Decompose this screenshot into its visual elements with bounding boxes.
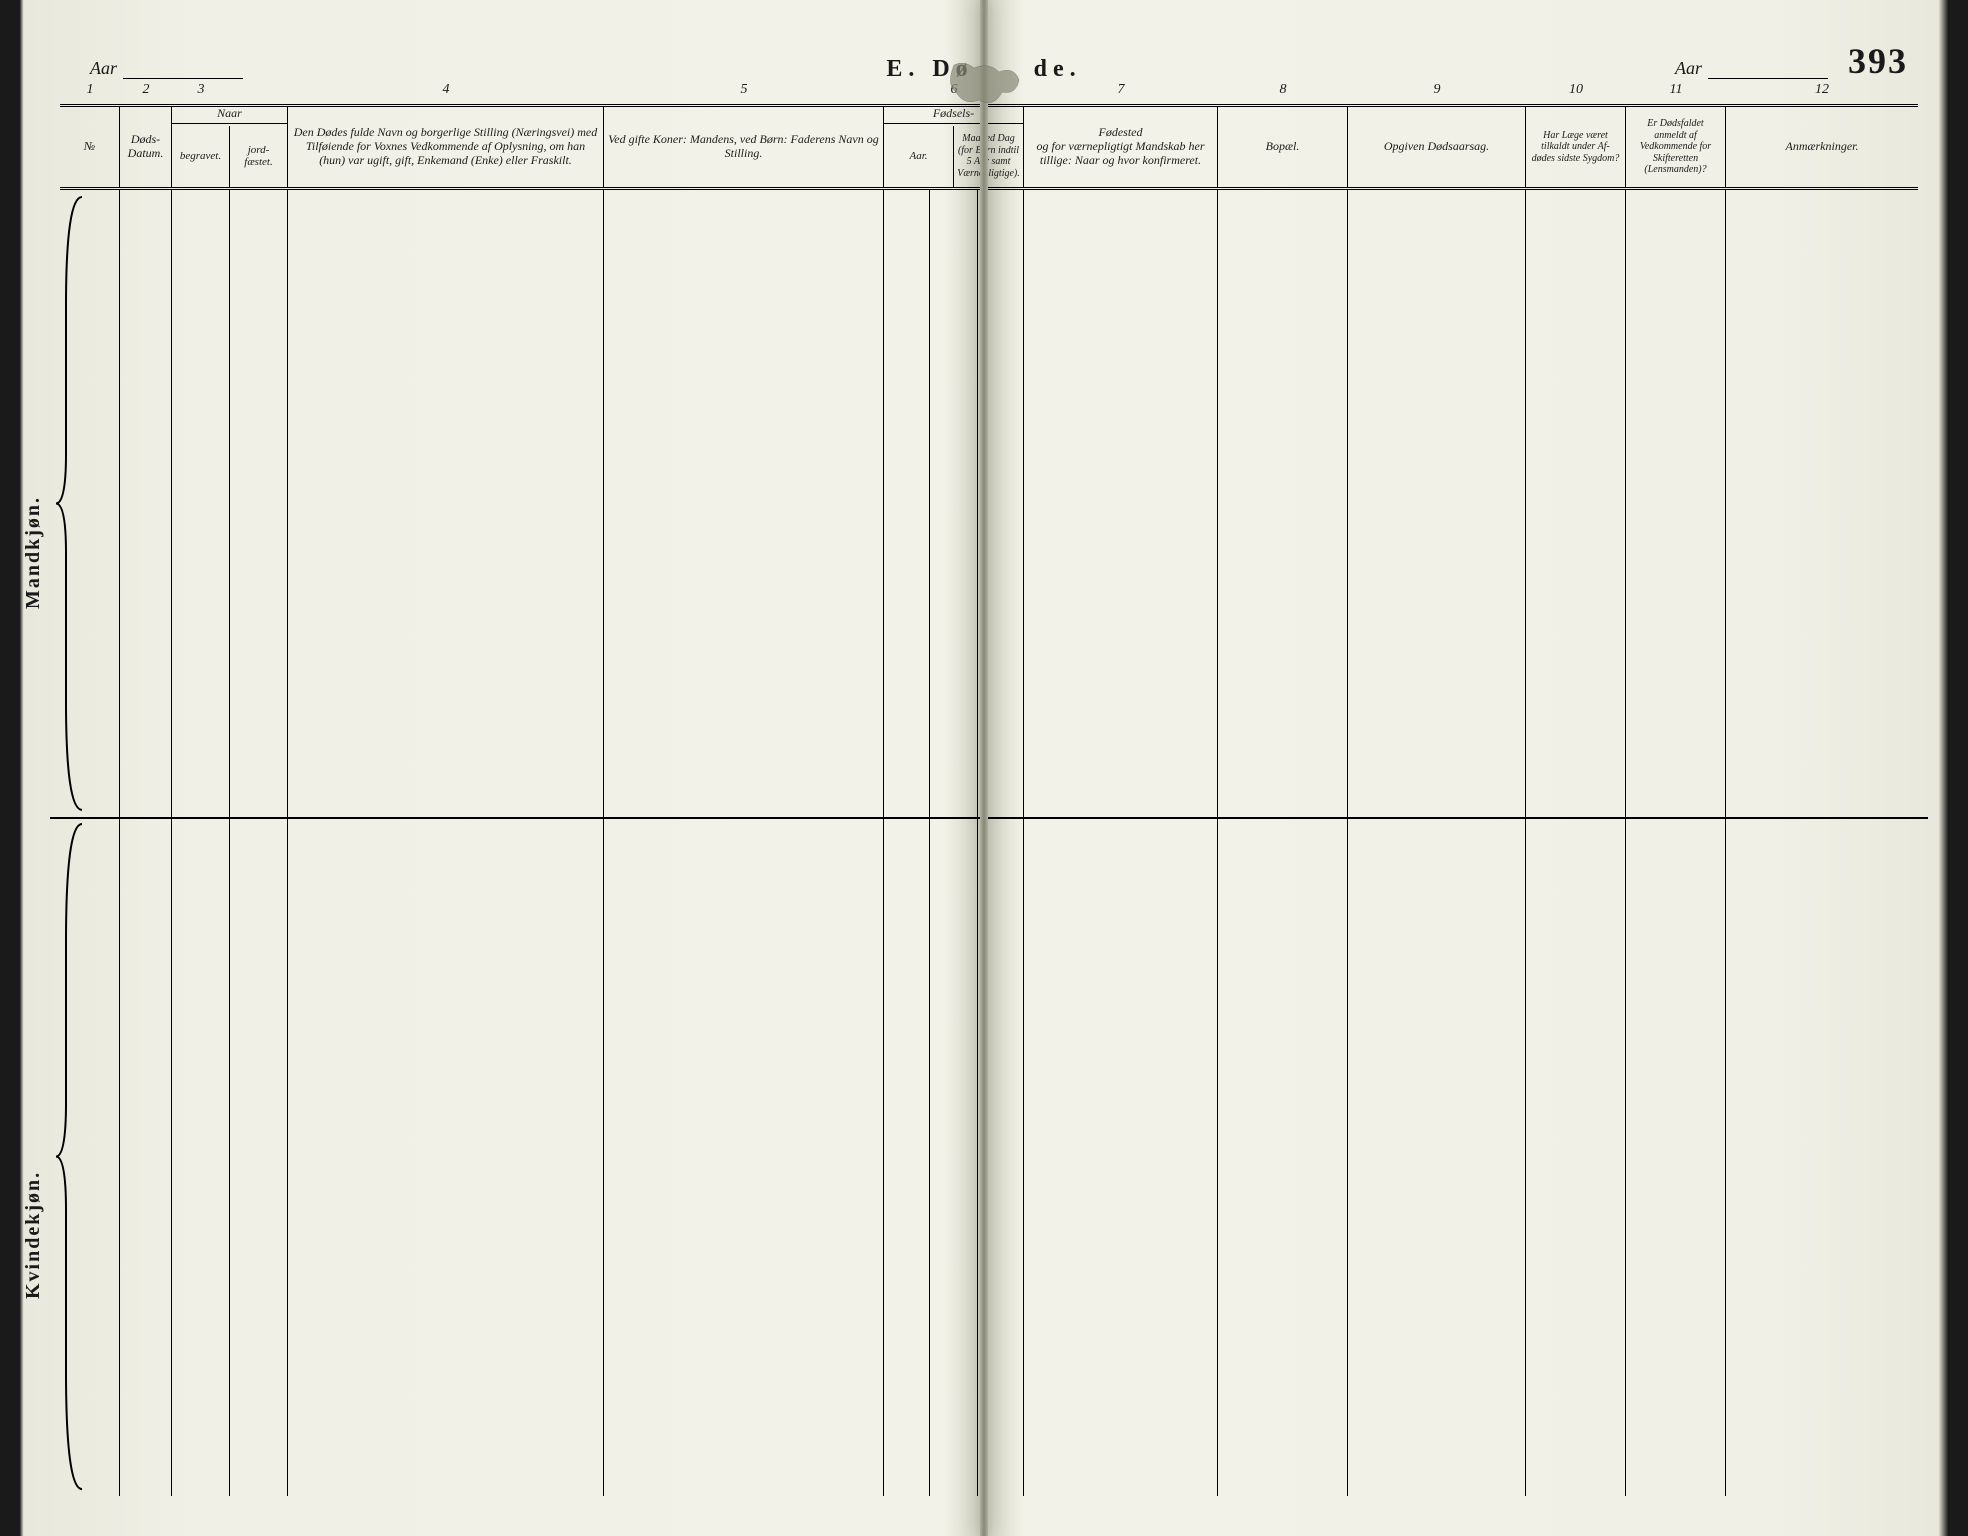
- col-header-residence: Bopæl.: [1218, 107, 1348, 187]
- page-number: 393: [1848, 40, 1908, 82]
- header-text: Har Læge været tilkaldt under Af-dødes s…: [1530, 130, 1621, 165]
- col-header-relation: Ved gifte Koner: Mandens, ved Børn: Fade…: [604, 107, 884, 187]
- col-index: 8: [1218, 78, 1348, 102]
- column-rule: [1348, 190, 1526, 1496]
- column-rules: [60, 190, 1918, 1496]
- col-index: 12: [1726, 78, 1918, 102]
- col-header-doctor: Har Læge været tilkaldt under Af-dødes s…: [1526, 107, 1626, 187]
- col-index: 11: [1626, 78, 1726, 102]
- column-rule: [604, 190, 884, 1496]
- col-header-birth: Fødsels- Aar. Maaned Dag (for Børn indti…: [884, 107, 1024, 187]
- col-index: 3: [172, 78, 230, 102]
- header-text: begravet.: [172, 126, 230, 187]
- section-label-female: Kvindekjøn.: [22, 1170, 45, 1298]
- table-header: № Døds- Datum. Naar begravet. jord- fæst…: [60, 104, 1918, 190]
- title-part-right: de.: [1034, 56, 1082, 82]
- col-header-number: №: [60, 107, 120, 187]
- header-text: jord- fæstet.: [230, 126, 287, 187]
- header-text: Ved gifte Koner: Mandens, ved Børn: Fade…: [608, 133, 879, 161]
- col-header-name-status: Den Dødes fulde Navn og borgerlige Still…: [288, 107, 604, 187]
- column-rule: [172, 190, 230, 1496]
- spine-damage: [944, 60, 1024, 110]
- aar-text: Aar: [90, 58, 117, 78]
- section-label-male: Mandkjøn.: [22, 496, 45, 609]
- column-rule: [930, 190, 978, 1496]
- col-index: 10: [1526, 78, 1626, 102]
- header-text: Maaned Dag (for Børn indtil 5 Aar samt V…: [954, 126, 1023, 187]
- header-text: Opgiven Dødsaarsag.: [1384, 140, 1489, 154]
- column-rule: [230, 190, 288, 1496]
- col-index: 9: [1348, 78, 1526, 102]
- year-label-right: Aar: [1675, 58, 1828, 79]
- aar-text: Aar: [1675, 58, 1702, 78]
- col-index: 5: [604, 78, 884, 102]
- column-rule: [1526, 190, 1626, 1496]
- header-text: Naar: [172, 107, 287, 124]
- header-text: Døds- Datum.: [128, 133, 164, 161]
- header-text: Den Dødes fulde Navn og borgerlige Still…: [292, 126, 599, 167]
- year-label-left: Aar: [90, 58, 243, 79]
- col-header-birthplace: Fødested og for værnepligtigt Mandskab h…: [1024, 107, 1218, 187]
- header-text: Fødested og for værnepligtigt Mandskab h…: [1028, 126, 1213, 167]
- col-index: [230, 78, 288, 102]
- col-index: 2: [120, 78, 172, 102]
- column-rule: [1218, 190, 1348, 1496]
- column-rule: [120, 190, 172, 1496]
- header-text: Bopæl.: [1266, 140, 1300, 154]
- col-header-death-date: Døds- Datum.: [120, 107, 172, 187]
- header-text: Anmærkninger.: [1786, 140, 1859, 154]
- header-text: Er Dødsfaldet anmeldt af Vedkommende for…: [1630, 118, 1721, 176]
- book-spine: [980, 0, 988, 1536]
- col-index: 4: [288, 78, 604, 102]
- column-rule: [1726, 190, 1918, 1496]
- header-text: Aar.: [884, 126, 954, 187]
- ledger-book-spread: 393 Aar Aar E. Dø de. 123456789101112 № …: [0, 0, 1968, 1536]
- gender-section-divider: [50, 817, 1928, 819]
- column-rule: [288, 190, 604, 1496]
- curly-brace-icon: [52, 822, 88, 1491]
- col-header-remarks: Anmærkninger.: [1726, 107, 1918, 187]
- col-index: 1: [60, 78, 120, 102]
- column-rule: [1024, 190, 1218, 1496]
- col-header-when: Naar begravet. jord- fæstet.: [172, 107, 288, 187]
- ledger-body: [60, 190, 1918, 1496]
- header-text: №: [84, 140, 95, 154]
- curly-brace-icon: [52, 195, 88, 812]
- col-header-cause: Opgiven Dødsaarsag.: [1348, 107, 1526, 187]
- col-header-probate: Er Dødsfaldet anmeldt af Vedkommende for…: [1626, 107, 1726, 187]
- column-rule: [884, 190, 930, 1496]
- column-rule: [1626, 190, 1726, 1496]
